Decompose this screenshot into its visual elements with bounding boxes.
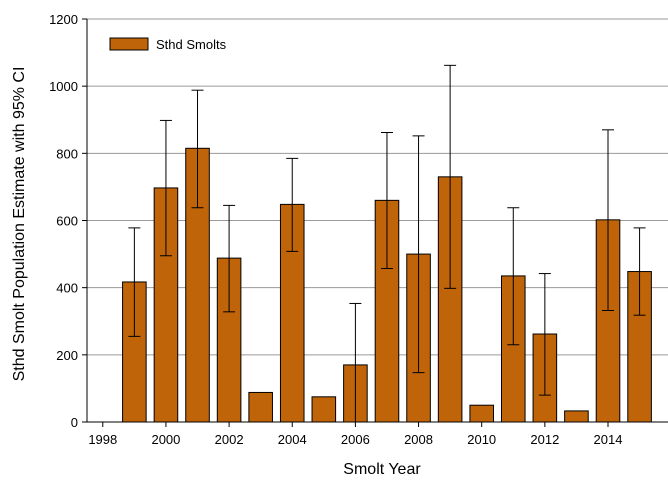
bar	[311, 396, 337, 423]
x-tick-label: 2010	[467, 432, 496, 447]
tick-labels: 0 200 400 600 800 1000 1200 1998 2000 2002 2004 200…	[49, 12, 622, 447]
y-tick-label: 600	[56, 214, 78, 229]
bar	[248, 391, 273, 423]
x-tick-label: 2004	[278, 432, 307, 447]
x-tick-label: 2002	[215, 432, 244, 447]
axes	[82, 18, 668, 427]
y-tick-label: 1200	[49, 12, 78, 27]
y-tick-label: 200	[56, 348, 78, 363]
x-tick-label: 2000	[151, 432, 180, 447]
bar	[469, 404, 494, 423]
bars	[122, 147, 652, 423]
y-tick-label: 800	[56, 146, 78, 161]
x-tick-label: 2012	[530, 432, 559, 447]
x-axis-title: Smolt Year	[343, 461, 421, 478]
y-tick-label: 400	[56, 281, 78, 296]
legend: Sthd Smolts	[109, 37, 227, 52]
x-tick-label: 2014	[594, 432, 623, 447]
error-bars	[128, 64, 646, 423]
x-tick-label: 1998	[88, 432, 117, 447]
y-tick-label: 0	[71, 415, 78, 430]
x-tick-label: 2008	[404, 432, 433, 447]
legend-label: Sthd Smolts	[156, 37, 227, 52]
y-axis-title: Sthd Smolt Population Estimate with 95% …	[11, 67, 28, 382]
legend-swatch	[109, 37, 149, 51]
bar	[564, 410, 589, 423]
y-tick-label: 1000	[49, 79, 78, 94]
x-tick-label: 2006	[341, 432, 370, 447]
